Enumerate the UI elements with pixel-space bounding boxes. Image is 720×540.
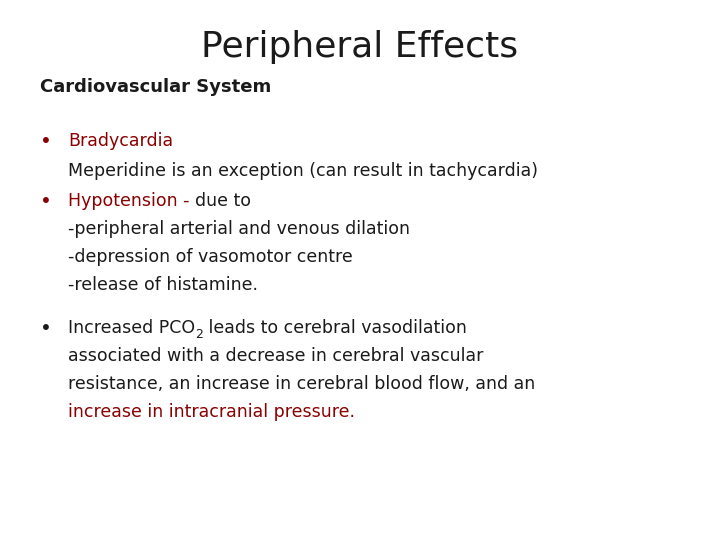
Text: Increased PCO: Increased PCO (68, 319, 196, 336)
Text: -peripheral arterial and venous dilation: -peripheral arterial and venous dilation (68, 220, 410, 238)
Text: Peripheral Effects: Peripheral Effects (202, 30, 518, 64)
Text: 2: 2 (196, 328, 204, 341)
Text: •: • (40, 132, 51, 151)
Text: Hypotension -: Hypotension - (68, 192, 195, 210)
Text: leads to cerebral vasodilation: leads to cerebral vasodilation (204, 319, 467, 336)
Text: Cardiovascular System: Cardiovascular System (40, 78, 271, 96)
Text: -depression of vasomotor centre: -depression of vasomotor centre (68, 248, 353, 266)
Text: resistance, an increase in cerebral blood flow, and an: resistance, an increase in cerebral bloo… (68, 375, 536, 393)
Text: Meperidine is an exception (can result in tachycardia): Meperidine is an exception (can result i… (68, 162, 539, 180)
Text: due to: due to (195, 192, 251, 210)
Text: -release of histamine.: -release of histamine. (68, 276, 258, 294)
Text: increase in intracranial pressure.: increase in intracranial pressure. (68, 403, 356, 421)
Text: •: • (40, 319, 51, 338)
Text: associated with a decrease in cerebral vascular: associated with a decrease in cerebral v… (68, 347, 484, 364)
Text: Bradycardia: Bradycardia (68, 132, 174, 150)
Text: •: • (40, 192, 51, 211)
